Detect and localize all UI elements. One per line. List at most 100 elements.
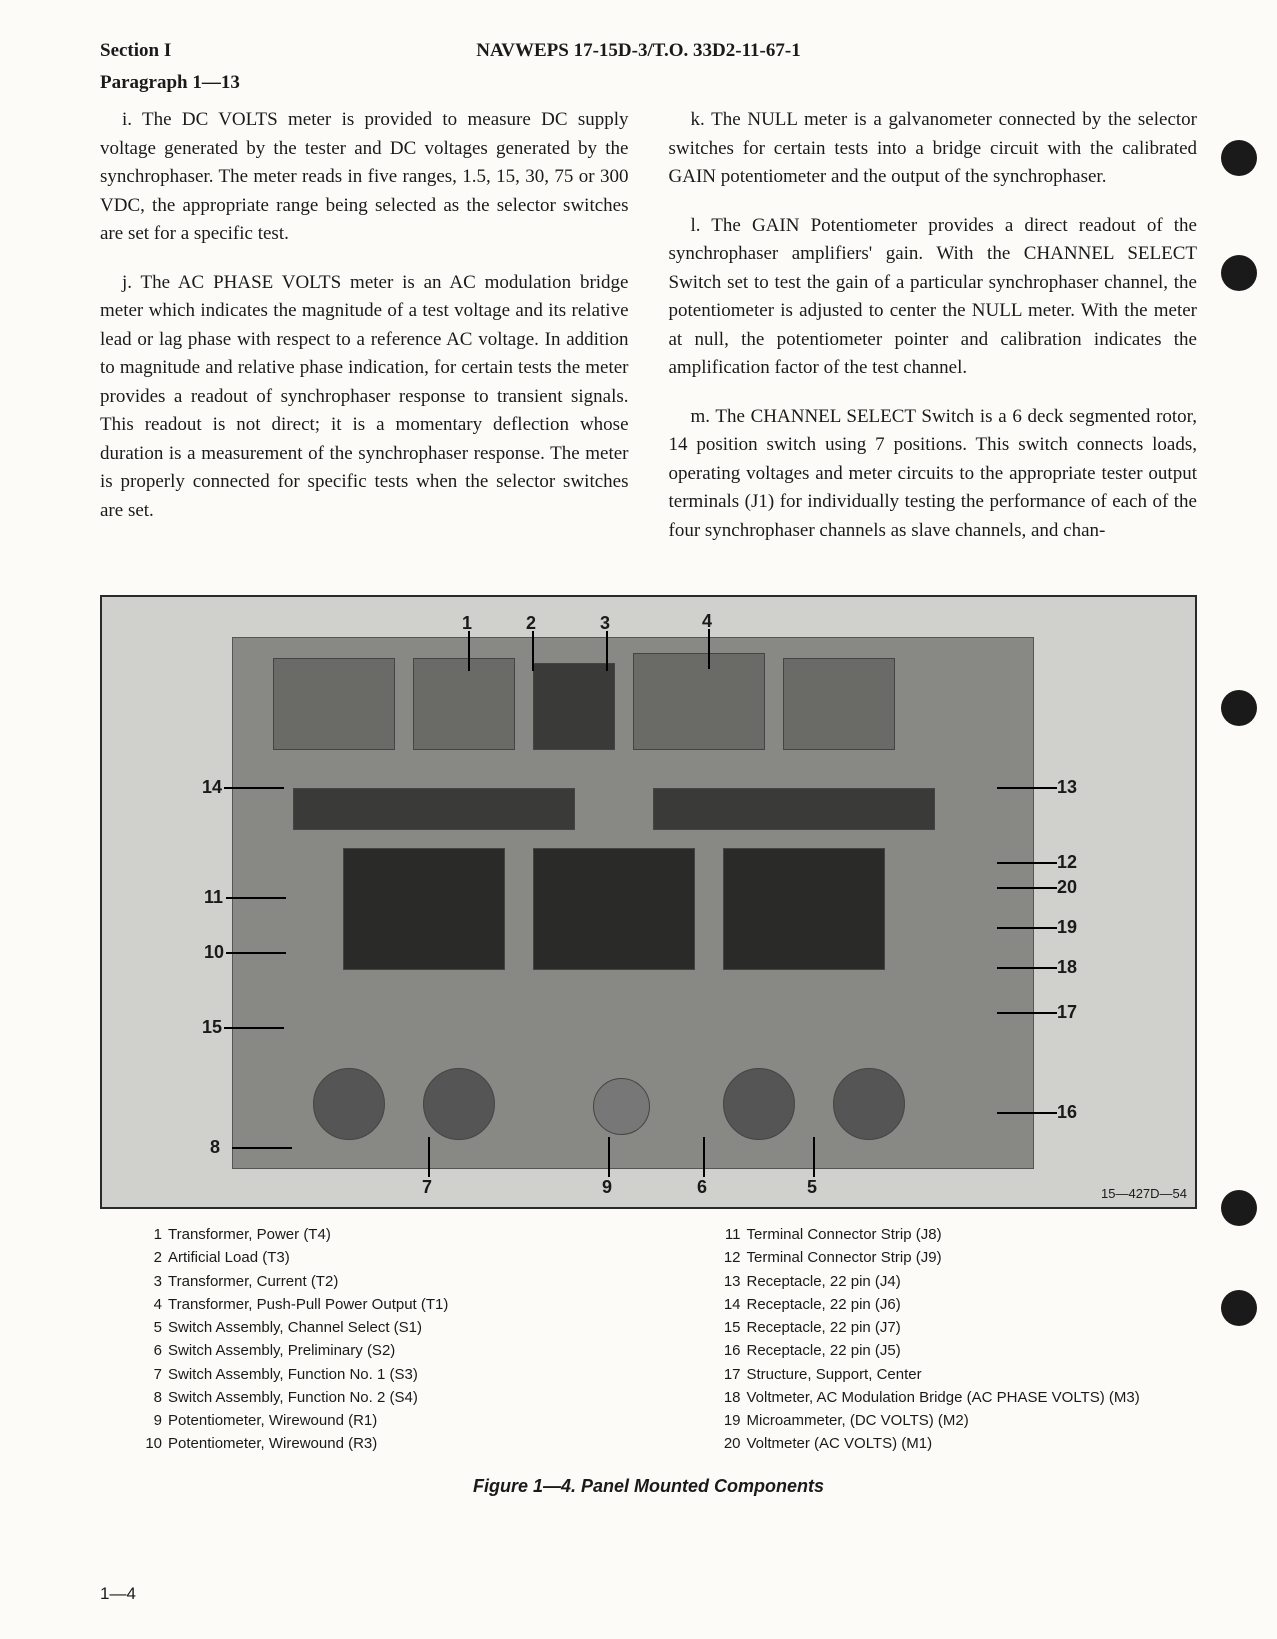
- meter-block: [723, 848, 885, 970]
- callout-number: 1: [462, 613, 472, 634]
- callout-number: 14: [202, 777, 222, 798]
- callout-number: 5: [807, 1177, 817, 1198]
- legend-text: Terminal Connector Strip (J8): [747, 1226, 942, 1243]
- connector-strip: [293, 788, 575, 830]
- legend-row: 12Terminal Connector Strip (J9): [719, 1246, 1198, 1269]
- legend-row: 16Receptacle, 22 pin (J5): [719, 1339, 1198, 1362]
- legend-text: Receptacle, 22 pin (J6): [747, 1296, 901, 1313]
- legend-number: 4: [140, 1293, 162, 1316]
- callout-number: 13: [1057, 777, 1077, 798]
- callout-number: 2: [526, 613, 536, 634]
- legend-number: 9: [140, 1409, 162, 1432]
- callout-leader-line: [813, 1137, 815, 1177]
- callout-leader-line: [997, 1012, 1057, 1014]
- page-number: 1—4: [100, 1584, 136, 1604]
- legend-row: 19Microammeter, (DC VOLTS) (M2): [719, 1409, 1198, 1432]
- legend-text: Microammeter, (DC VOLTS) (M2): [747, 1412, 969, 1429]
- callout-leader-line: [997, 1112, 1057, 1114]
- legend-number: 20: [719, 1432, 741, 1455]
- legend-text: Transformer, Push-Pull Power Output (T1): [168, 1296, 448, 1313]
- punch-hole: [1221, 255, 1257, 291]
- document-id: NAVWEPS 17-15D-3/T.O. 33D2-11-67-1: [0, 40, 1277, 62]
- callout-leader-line: [608, 1137, 610, 1177]
- punch-hole: [1221, 1190, 1257, 1226]
- callout-number: 20: [1057, 877, 1077, 898]
- component-block: [413, 658, 515, 750]
- legend-number: 14: [719, 1293, 741, 1316]
- meter-block: [533, 848, 695, 970]
- legend-number: 10: [140, 1432, 162, 1455]
- legend-row: 8 Switch Assembly, Function No. 2 (S4): [140, 1386, 619, 1409]
- callout-leader-line: [997, 887, 1057, 889]
- component-block: [533, 663, 615, 750]
- legend-number: 6: [140, 1339, 162, 1362]
- legend-text: Receptacle, 22 pin (J4): [747, 1273, 901, 1290]
- callout-number: 9: [602, 1177, 612, 1198]
- callout-leader-line: [997, 967, 1057, 969]
- paragraph-label: Paragraph 1—13: [100, 72, 1197, 94]
- rotary-switch: [423, 1068, 495, 1140]
- rotary-switch: [833, 1068, 905, 1140]
- callout-leader-line: [428, 1137, 430, 1177]
- legend-number: 11: [719, 1223, 741, 1246]
- legend-number: 8: [140, 1386, 162, 1409]
- callout-number: 10: [204, 942, 224, 963]
- legend-number: 16: [719, 1339, 741, 1362]
- legend-text: Switch Assembly, Channel Select (S1): [168, 1319, 422, 1336]
- callout-number: 7: [422, 1177, 432, 1198]
- legend-text: Artificial Load (T3): [168, 1249, 290, 1266]
- callout-leader-line: [232, 1147, 292, 1149]
- legend-text: Potentiometer, Wirewound (R1): [168, 1412, 377, 1429]
- callout-number: 4: [702, 611, 712, 632]
- legend-row: 11 Terminal Connector Strip (J8): [719, 1223, 1198, 1246]
- potentiometer-knob: [593, 1078, 650, 1135]
- legend-number: 5: [140, 1316, 162, 1339]
- legend-text: Switch Assembly, Function No. 2 (S4): [168, 1389, 418, 1406]
- legend-number: 1: [140, 1223, 162, 1246]
- legend-row: 13Receptacle, 22 pin (J4): [719, 1270, 1198, 1293]
- callout-leader-line: [226, 897, 286, 899]
- paragraph-m: m. The CHANNEL SELECT Switch is a 6 deck…: [669, 403, 1198, 546]
- figure-caption: Figure 1—4. Panel Mounted Components: [100, 1476, 1197, 1497]
- legend-row: 17 Structure, Support, Center: [719, 1363, 1198, 1386]
- legend-text: Potentiometer, Wirewound (R3): [168, 1435, 377, 1452]
- legend-text: Structure, Support, Center: [747, 1366, 922, 1383]
- legend-text: Voltmeter (AC VOLTS) (M1): [747, 1435, 933, 1452]
- legend-row: 18Voltmeter, AC Modulation Bridge (AC PH…: [719, 1386, 1198, 1409]
- callout-leader-line: [224, 787, 284, 789]
- callout-number: 19: [1057, 917, 1077, 938]
- legend-right-column: 11 Terminal Connector Strip (J8) 12Termina…: [719, 1223, 1198, 1456]
- legend-number: 3: [140, 1270, 162, 1293]
- figure-photo: 15—427D—54 12341411101581312201918171679…: [100, 595, 1197, 1209]
- legend-text: Receptacle, 22 pin (J7): [747, 1319, 901, 1336]
- component-block: [273, 658, 395, 750]
- callout-number: 6: [697, 1177, 707, 1198]
- punch-hole: [1221, 1290, 1257, 1326]
- legend-row: 1Transformer, Power (T4): [140, 1223, 619, 1246]
- legend-row: 20 Voltmeter (AC VOLTS) (M1): [719, 1432, 1198, 1455]
- callout-leader-line: [997, 927, 1057, 929]
- paragraph-j: j. The AC PHASE VOLTS meter is an AC mod…: [100, 269, 629, 526]
- callout-leader-line: [468, 631, 470, 671]
- legend-text: Switch Assembly, Preliminary (S2): [168, 1342, 395, 1359]
- legend-number: 7: [140, 1363, 162, 1386]
- legend-row: 14 Receptacle, 22 pin (J6): [719, 1293, 1198, 1316]
- legend-text: Switch Assembly, Function No. 1 (S3): [168, 1366, 418, 1383]
- figure-legend: 1Transformer, Power (T4)2Artificial Load…: [100, 1223, 1197, 1456]
- callout-number: 11: [204, 887, 223, 908]
- callout-number: 18: [1057, 957, 1077, 978]
- document-page: NAVWEPS 17-15D-3/T.O. 33D2-11-67-1 Secti…: [0, 0, 1277, 1639]
- callout-number: 12: [1057, 852, 1077, 873]
- legend-number: 17: [719, 1363, 741, 1386]
- legend-row: 10 Potentiometer, Wirewound (R3): [140, 1432, 619, 1455]
- component-block: [633, 653, 765, 750]
- legend-row: 6 Switch Assembly, Preliminary (S2): [140, 1339, 619, 1362]
- legend-row: 7 Switch Assembly, Function No. 1 (S3): [140, 1363, 619, 1386]
- callout-leader-line: [532, 631, 534, 671]
- legend-row: 15Receptacle, 22 pin (J7): [719, 1316, 1198, 1339]
- legend-number: 12: [719, 1246, 741, 1269]
- legend-row: 3Transformer, Current (T2): [140, 1270, 619, 1293]
- callout-leader-line: [997, 787, 1057, 789]
- legend-row: 4 Transformer, Push-Pull Power Output (T1…: [140, 1293, 619, 1316]
- rotary-switch: [723, 1068, 795, 1140]
